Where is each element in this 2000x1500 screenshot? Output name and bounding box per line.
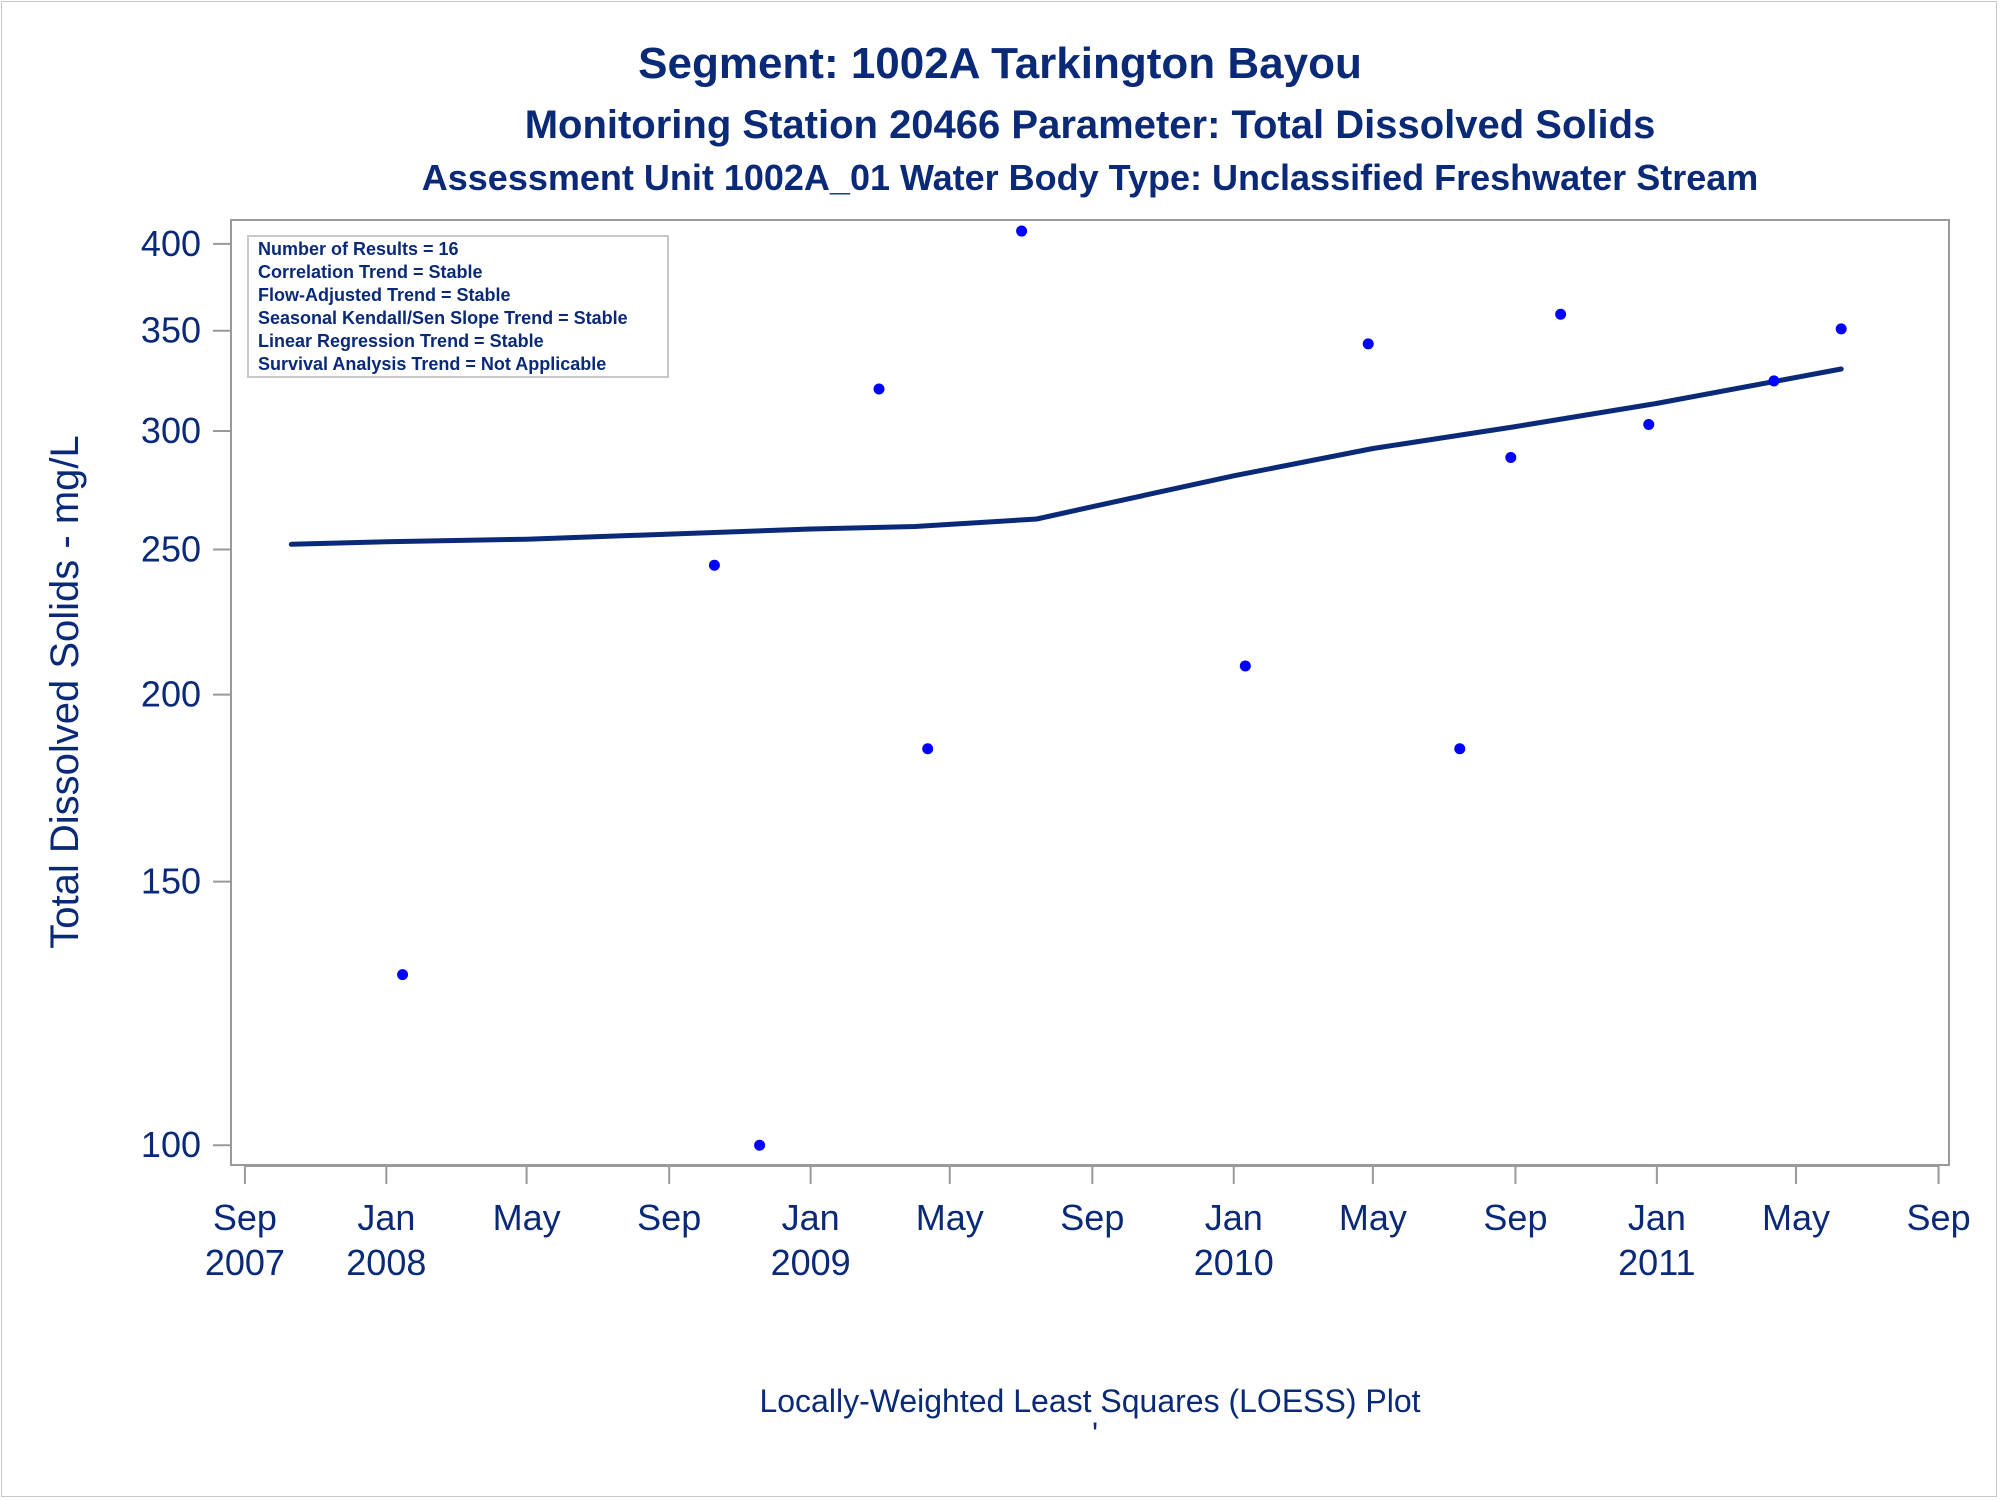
x-tick-label-month: Jan — [1205, 1197, 1263, 1238]
x-tick-label-month: May — [493, 1197, 561, 1238]
y-tick-label: 100 — [141, 1124, 201, 1165]
y-tick-label: 150 — [141, 861, 201, 902]
y-tick-label: 400 — [141, 223, 201, 264]
stats-line: Flow-Adjusted Trend = Stable — [258, 285, 511, 305]
x-tick-label-month: Sep — [1060, 1197, 1124, 1238]
data-point — [1239, 660, 1251, 672]
x-tick-label-year: 2009 — [771, 1242, 851, 1283]
stats-box-border — [247, 235, 669, 378]
data-point — [1016, 225, 1028, 237]
data-point — [754, 1139, 766, 1151]
x-tick-label-year: 2010 — [1194, 1242, 1274, 1283]
x-tick-label-month: May — [916, 1197, 984, 1238]
y-tick-label: 300 — [141, 410, 201, 451]
x-tick-label-month: Sep — [1907, 1197, 1971, 1238]
stats-line: Seasonal Kendall/Sen Slope Trend = Stabl… — [258, 308, 628, 328]
x-tick-label-month: Sep — [1483, 1197, 1547, 1238]
data-point — [1555, 308, 1567, 320]
x-tick-label-month: Jan — [357, 1197, 415, 1238]
loess-line-layer — [288, 366, 1844, 547]
x-tick-label-month: May — [1762, 1197, 1830, 1238]
x-tick-label-year: 2008 — [346, 1242, 426, 1283]
chart-title: Segment: 1002A Tarkington Bayou — [638, 39, 1362, 88]
y-axis: 100 150 200 250 300 350 400 — [141, 223, 231, 1165]
data-point — [708, 559, 720, 571]
y-tick-label: 250 — [141, 528, 201, 569]
stats-box: Number of Results = 16 Correlation Trend… — [247, 235, 669, 378]
loess-line — [288, 366, 1844, 547]
y-axis-label: Total Dissolved Solids - mg/L — [43, 435, 87, 949]
chart-subtitle-2: Assessment Unit 1002A_01 Water Body Type… — [422, 157, 1759, 198]
stats-line: Number of Results = 16 — [258, 239, 459, 259]
data-point — [1454, 743, 1466, 755]
x-tick-label-month: Jan — [782, 1197, 840, 1238]
data-point — [1362, 338, 1374, 350]
x-tick-label-month: Jan — [1628, 1197, 1686, 1238]
x-tick-label-month: Sep — [637, 1197, 701, 1238]
data-point — [397, 969, 409, 981]
footnote-mark: ' — [1092, 1416, 1098, 1452]
data-point — [1835, 323, 1847, 335]
y-tick-label: 350 — [141, 310, 201, 351]
x-tick-label-year: 2011 — [1618, 1242, 1695, 1283]
data-point — [1643, 418, 1655, 430]
x-tick-label-month: May — [1339, 1197, 1407, 1238]
x-tick-label-year: 2007 — [205, 1242, 285, 1283]
data-point — [1505, 452, 1517, 464]
stats-line: Survival Analysis Trend = Not Applicable — [258, 354, 606, 374]
footnote: Locally-Weighted Least Squares (LOESS) P… — [759, 1383, 1420, 1419]
data-point — [873, 383, 885, 395]
stats-line: Linear Regression Trend = Stable — [258, 331, 544, 351]
x-tick-label-month: Sep — [213, 1197, 277, 1238]
data-point — [1768, 375, 1780, 387]
data-point — [922, 743, 934, 755]
stats-line: Correlation Trend = Stable — [258, 262, 483, 282]
chart-subtitle: Monitoring Station 20466 Parameter: Tota… — [525, 103, 1656, 147]
y-tick-label: 200 — [141, 674, 201, 715]
